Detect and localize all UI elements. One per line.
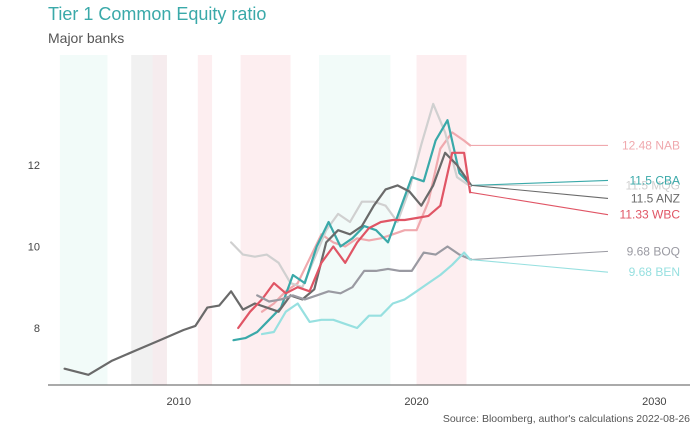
shaded-period-3 [197, 55, 213, 385]
shaded-period-0 [59, 55, 108, 385]
end-label-boq: 9.68 BOQ [627, 244, 680, 258]
shaded-period-2 [152, 55, 167, 385]
connector-anz [471, 184, 609, 199]
chart-title: Tier 1 Common Equity ratio [48, 4, 267, 24]
series-line-wbc [237, 151, 472, 330]
connector-ben [470, 258, 609, 273]
series-line-mqg [230, 102, 470, 289]
series-line-cba [232, 119, 473, 342]
shaded-period-5 [319, 55, 391, 385]
end-label-wbc: 11.33 WBC [620, 208, 681, 222]
end-label-cba: 11.5 CBA [630, 173, 680, 187]
connector-boq [471, 250, 609, 261]
y-tick-12: 12 [28, 160, 40, 172]
x-tick-2010: 2010 [167, 396, 191, 408]
series-line-ben [260, 251, 472, 336]
shaded-period-4 [240, 55, 291, 385]
series-line-nab [260, 131, 472, 313]
shaded-period-6 [416, 55, 467, 385]
connector-wbc [469, 191, 609, 216]
source-note: Source: Bloomberg, author's calculations… [442, 413, 690, 425]
shaded-periods [59, 55, 467, 385]
end-label-mqg: 11.5 MQG [626, 178, 680, 192]
connector-cba [471, 179, 609, 186]
y-tick-labels: 8 10 12 [28, 160, 40, 335]
x-tick-labels: 2010 2020 2030 [167, 396, 667, 408]
end-label-ben: 9.68 BEN [629, 265, 680, 279]
y-tick-8: 8 [34, 323, 40, 335]
series-line-boq [256, 245, 473, 303]
x-tick-2030: 2030 [642, 396, 666, 408]
y-tick-10: 10 [28, 241, 40, 253]
chart-subtitle: Major banks [48, 30, 125, 46]
x-tick-2020: 2020 [404, 396, 428, 408]
end-label-anz: 11.5 ANZ [631, 191, 680, 205]
label-connectors [468, 144, 609, 273]
end-label-nab: 12.48 NAB [622, 138, 680, 152]
series-lines [63, 102, 473, 376]
